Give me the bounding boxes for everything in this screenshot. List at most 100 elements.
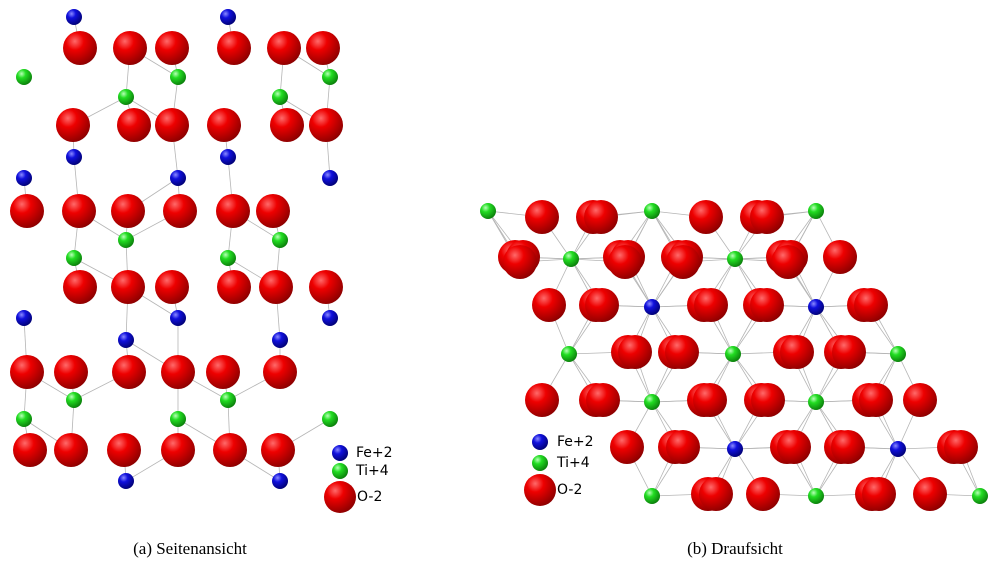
figure: Fe+2 Ti+4 O-2 Fe+2 Ti+4 O-2 (a) Seitenan… xyxy=(0,0,988,568)
caption: (a) Seitenansicht xyxy=(133,539,247,558)
iron-atom xyxy=(808,299,824,315)
iron-atom xyxy=(16,170,32,186)
oxygen-atom xyxy=(854,288,888,322)
oxygen-atom xyxy=(746,477,780,511)
titanium-atom xyxy=(322,69,338,85)
oxygen-atom xyxy=(831,430,865,464)
iron-atom xyxy=(66,9,82,25)
oxygen-atom xyxy=(10,355,44,389)
titanium-atom xyxy=(727,251,743,267)
oxygen-atom xyxy=(525,383,559,417)
titanium-atom xyxy=(480,203,496,219)
caption: (b) Draufsicht xyxy=(687,539,783,558)
titanium-atom xyxy=(272,232,288,248)
iron-atom xyxy=(66,149,82,165)
titanium-atom xyxy=(16,69,32,85)
oxygen-atom xyxy=(903,383,937,417)
oxygen-atom xyxy=(217,270,251,304)
oxygen-atom xyxy=(832,335,866,369)
oxygen-atom xyxy=(780,335,814,369)
titanium-atom xyxy=(16,411,32,427)
atoms xyxy=(10,9,988,511)
oxygen-atom xyxy=(610,430,644,464)
oxygen-atom xyxy=(13,433,47,467)
titanium-atom xyxy=(322,411,338,427)
oxygen-atom xyxy=(217,31,251,65)
titanium-atom xyxy=(561,346,577,362)
titanium-atom xyxy=(118,89,134,105)
oxygen-atom xyxy=(62,194,96,228)
oxygen-atom xyxy=(216,194,250,228)
legend-swatch xyxy=(532,455,548,471)
oxygen-atom xyxy=(913,477,947,511)
titanium-atom xyxy=(220,250,236,266)
oxygen-atom xyxy=(10,194,44,228)
titanium-atom xyxy=(808,203,824,219)
oxygen-atom xyxy=(263,355,297,389)
oxygen-atom xyxy=(665,335,699,369)
oxygen-atom xyxy=(63,270,97,304)
oxygen-atom xyxy=(111,270,145,304)
titanium-atom xyxy=(170,411,186,427)
oxygen-atom xyxy=(207,108,241,142)
oxygen-atom xyxy=(666,430,700,464)
oxygen-atom xyxy=(309,270,343,304)
legend-b: Fe+2 Ti+4 O-2 xyxy=(524,434,594,506)
legend-swatch xyxy=(324,481,356,513)
oxygen-atom xyxy=(213,433,247,467)
titanium-atom xyxy=(808,488,824,504)
titanium-atom xyxy=(170,69,186,85)
titanium-atom xyxy=(66,392,82,408)
oxygen-atom xyxy=(161,433,195,467)
oxygen-atom xyxy=(54,433,88,467)
oxygen-atom xyxy=(113,31,147,65)
oxygen-atom xyxy=(111,194,145,228)
titanium-atom xyxy=(644,203,660,219)
legend-label: O-2 xyxy=(557,482,582,498)
oxygen-atom xyxy=(771,245,805,279)
oxygen-atom xyxy=(259,270,293,304)
oxygen-atom xyxy=(161,355,195,389)
legend-a: Fe+2 Ti+4 O-2 xyxy=(324,445,393,513)
oxygen-atom xyxy=(689,200,723,234)
oxygen-atom xyxy=(206,355,240,389)
legend-label: Ti+4 xyxy=(355,463,389,479)
oxygen-atom xyxy=(777,430,811,464)
titanium-atom xyxy=(644,394,660,410)
legend-label: Fe+2 xyxy=(356,445,393,461)
oxygen-atom xyxy=(267,31,301,65)
oxygen-atom xyxy=(155,270,189,304)
oxygen-atom xyxy=(862,477,896,511)
iron-atom xyxy=(272,332,288,348)
titanium-atom xyxy=(972,488,988,504)
iron-atom xyxy=(322,310,338,326)
oxygen-atom xyxy=(107,433,141,467)
oxygen-atom xyxy=(823,240,857,274)
oxygen-atom xyxy=(699,477,733,511)
oxygen-atom xyxy=(261,433,295,467)
oxygen-atom xyxy=(155,108,189,142)
legend-swatch xyxy=(332,463,348,479)
iron-atom xyxy=(322,170,338,186)
oxygen-atom xyxy=(56,108,90,142)
oxygen-atom xyxy=(859,383,893,417)
titanium-atom xyxy=(725,346,741,362)
oxygen-atom xyxy=(532,288,566,322)
titanium-atom xyxy=(644,488,660,504)
oxygen-atom xyxy=(751,383,785,417)
legend-label: Fe+2 xyxy=(557,434,594,450)
oxygen-atom xyxy=(117,108,151,142)
oxygen-atom xyxy=(270,108,304,142)
oxygen-atom xyxy=(525,200,559,234)
oxygen-atom xyxy=(306,31,340,65)
iron-atom xyxy=(220,149,236,165)
oxygen-atom xyxy=(693,383,727,417)
oxygen-atom xyxy=(750,288,784,322)
iron-atom xyxy=(220,9,236,25)
legend-label: O-2 xyxy=(357,489,382,505)
iron-atom xyxy=(118,473,134,489)
titanium-atom xyxy=(272,89,288,105)
iron-atom xyxy=(272,473,288,489)
iron-atom xyxy=(170,310,186,326)
oxygen-atom xyxy=(666,245,700,279)
